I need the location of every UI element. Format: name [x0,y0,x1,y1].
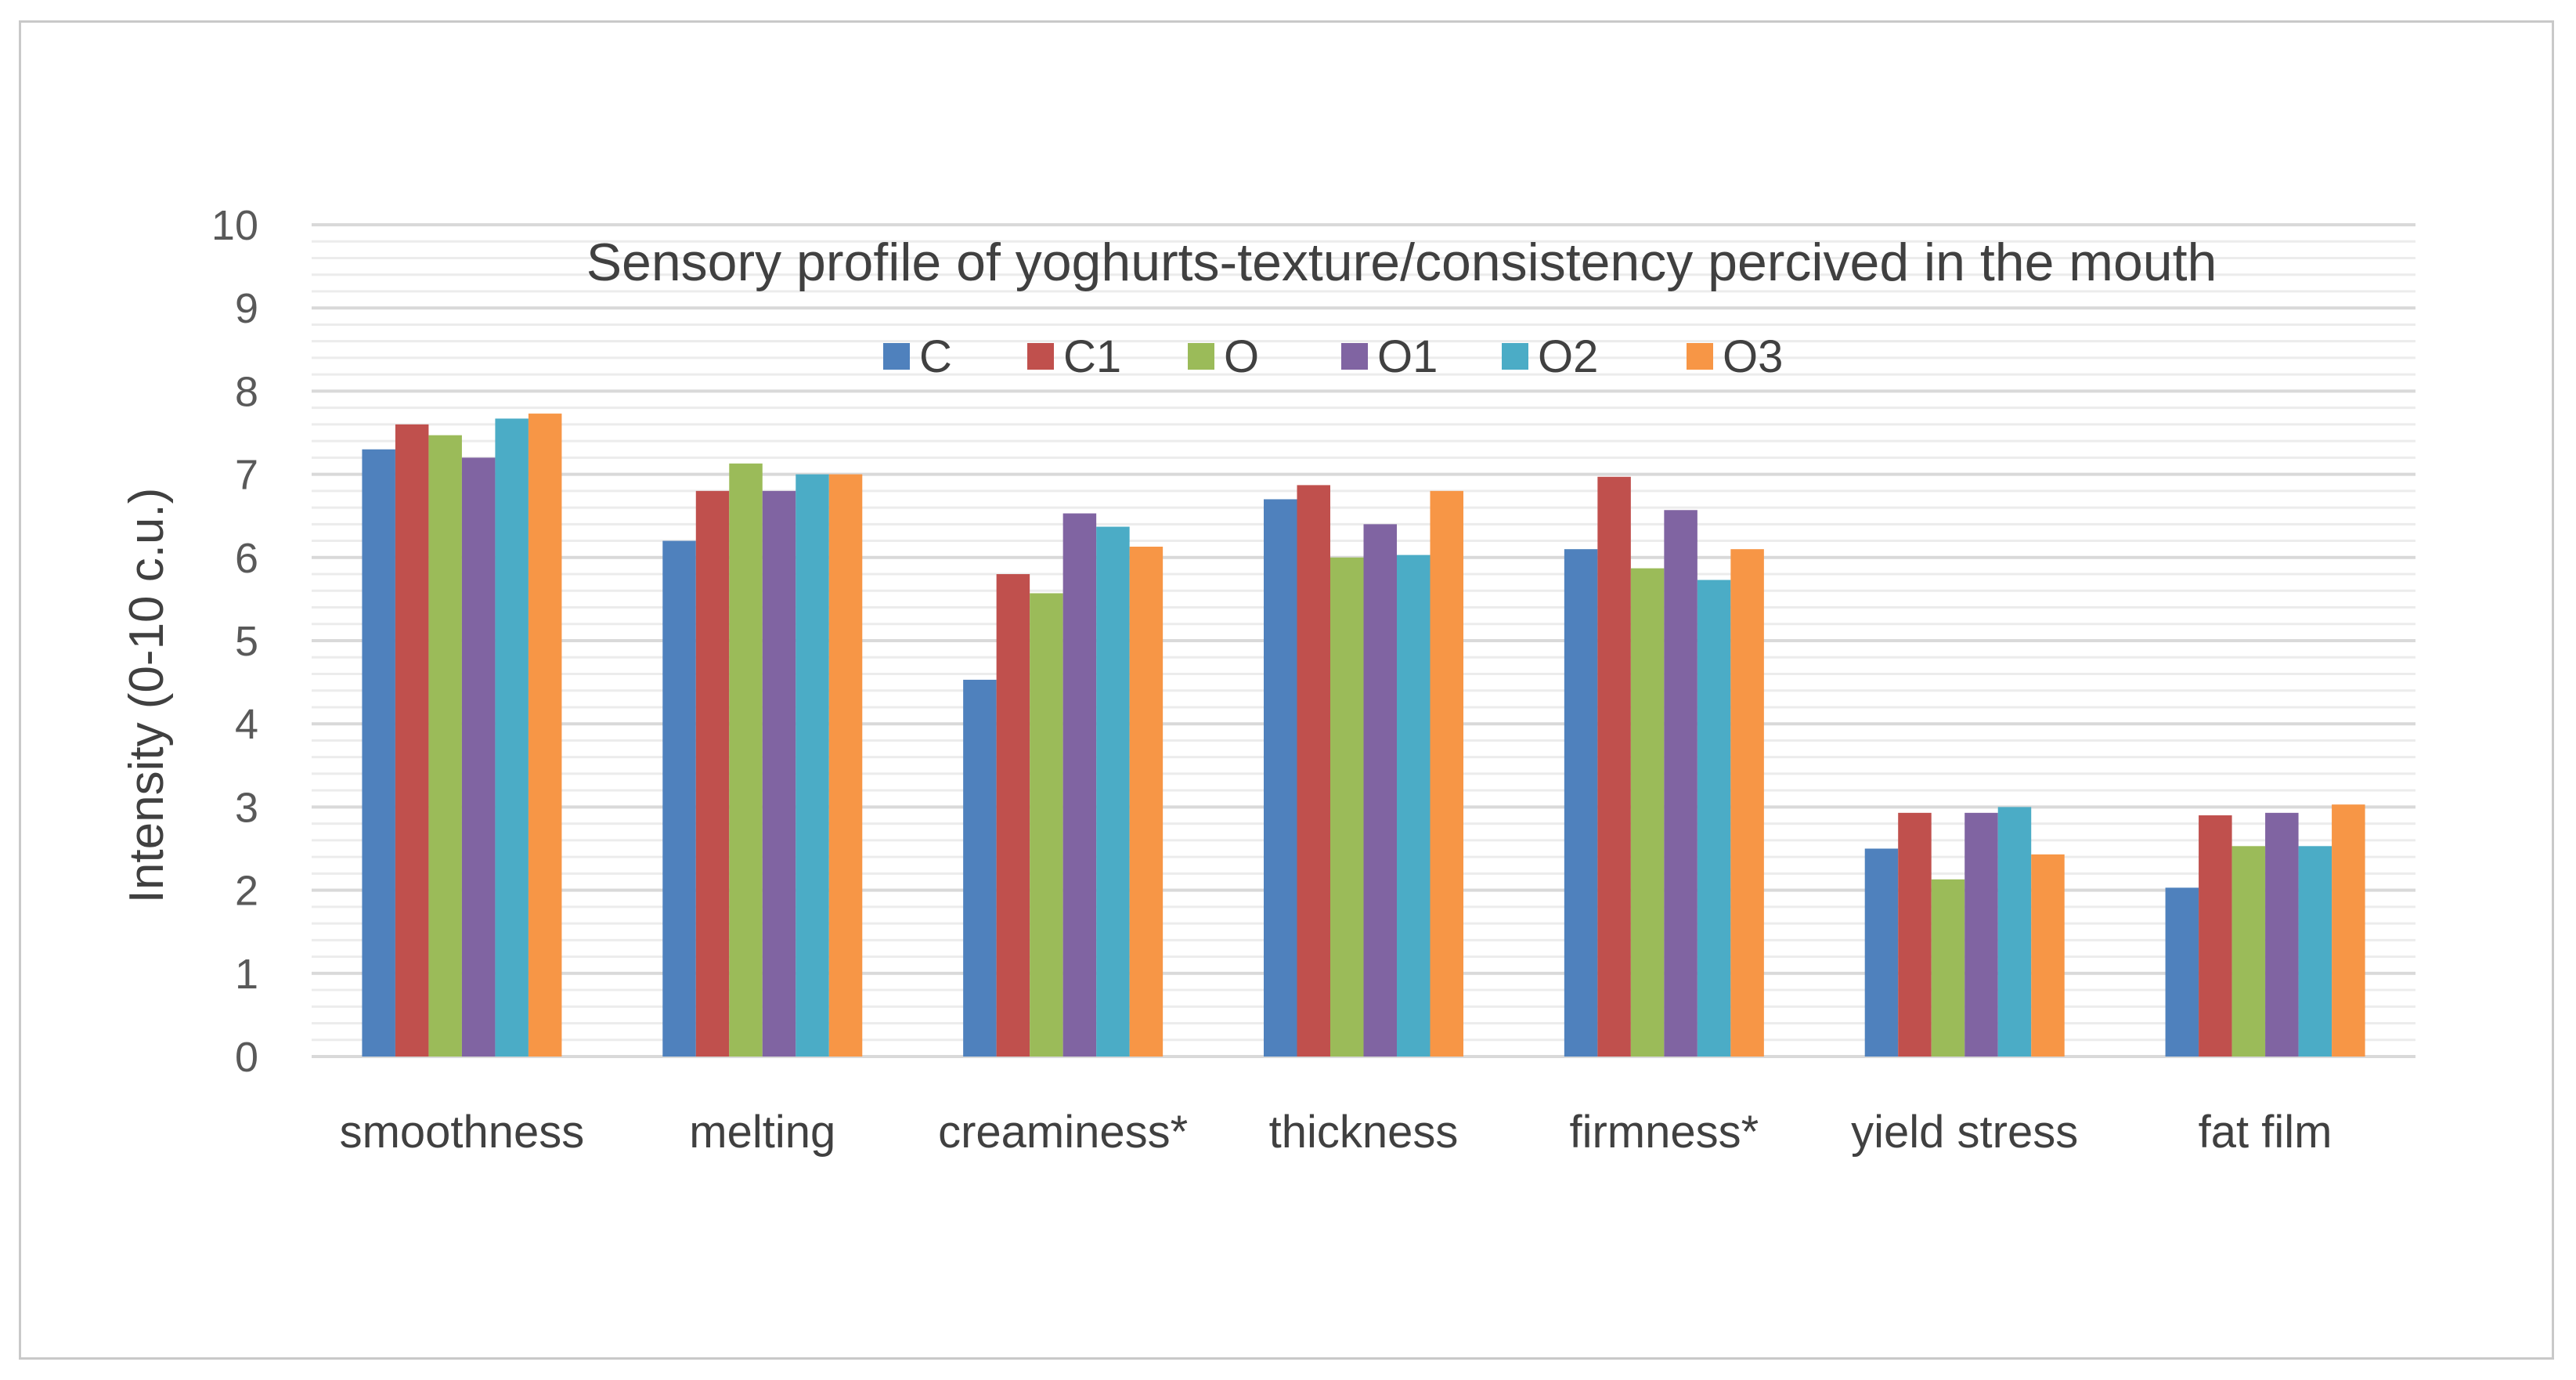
bar [2231,846,2266,1057]
bar [428,435,462,1057]
bar [1630,568,1665,1057]
bar [461,457,496,1057]
legend-label: O3 [1723,331,1783,382]
y-tick-label: 7 [235,452,258,499]
category-labels: smoothness melting creaminess* thickness fir… [340,1107,2332,1158]
y-tick-label: 1 [235,951,258,998]
bar [1931,879,1965,1057]
y-tick-label: 5 [235,618,258,665]
bar [1264,499,1297,1057]
category-label: creaminess* [938,1107,1188,1158]
bar [1664,510,1697,1057]
legend-label: C [919,331,952,382]
bar [1997,807,2032,1057]
bar [1129,546,1164,1057]
bars [362,414,2365,1057]
bar [1730,549,1764,1057]
y-tick-labels: 0 1 2 3 4 5 6 7 8 9 10 [211,202,258,1081]
chart-title: Sensory profile of yoghurts-texture/cons… [586,233,2217,292]
legend-swatch [1687,343,1713,370]
bar [1397,555,1431,1057]
legend-label: O [1224,331,1259,382]
bar [2298,846,2332,1057]
y-tick-label: 3 [235,784,258,831]
y-tick-label: 4 [235,701,258,748]
bar [495,418,529,1057]
bar [729,463,763,1057]
bar [695,490,730,1057]
bar [1363,524,1397,1057]
y-tick-label: 6 [235,535,258,582]
legend-label: O1 [1377,331,1438,382]
bar [1697,580,1731,1057]
legend-swatch [1188,343,1214,370]
category-label: yield stress [1851,1107,2078,1158]
legend-label: O2 [1538,331,1598,382]
legend-swatch [1502,343,1528,370]
bar [362,449,395,1057]
category-label: firmness* [1569,1107,1759,1158]
bar [2031,854,2065,1057]
category-label: fat film [2199,1107,2332,1158]
legend-swatch [883,343,910,370]
bar [1330,557,1364,1057]
legend: C C1 O O1 O2 O3 [883,331,1783,382]
bar [1898,812,1932,1057]
bar [1063,513,1097,1057]
legend-swatch [1027,343,1054,370]
bar [528,414,562,1057]
y-tick-label: 10 [211,202,258,249]
y-axis-title: Intensity (0-10 c.u.) [120,488,174,904]
bar [796,474,829,1057]
bar [2165,887,2199,1057]
bar [1297,485,1330,1057]
bar [828,474,863,1057]
bar [1030,593,1063,1057]
bar [1964,812,1998,1057]
y-tick-label: 0 [235,1034,258,1081]
bar [1597,476,1631,1057]
category-label: thickness [1269,1107,1459,1158]
y-tick-label: 9 [235,285,258,332]
bar [1864,848,1899,1057]
bar [2265,812,2299,1057]
bar [762,490,796,1057]
bar [662,540,696,1057]
legend-swatch [1341,343,1368,370]
bar [963,679,997,1057]
y-tick-label: 2 [235,868,258,915]
bar [395,424,429,1057]
bar [1564,549,1598,1057]
y-tick-label: 8 [235,368,258,415]
bar [1430,490,1463,1057]
category-label: smoothness [340,1107,585,1158]
legend-label: C1 [1063,331,1121,382]
bar [1096,526,1130,1057]
bar [2199,815,2232,1057]
bar [996,574,1030,1057]
category-label: melting [689,1107,835,1158]
bar [2332,804,2365,1057]
